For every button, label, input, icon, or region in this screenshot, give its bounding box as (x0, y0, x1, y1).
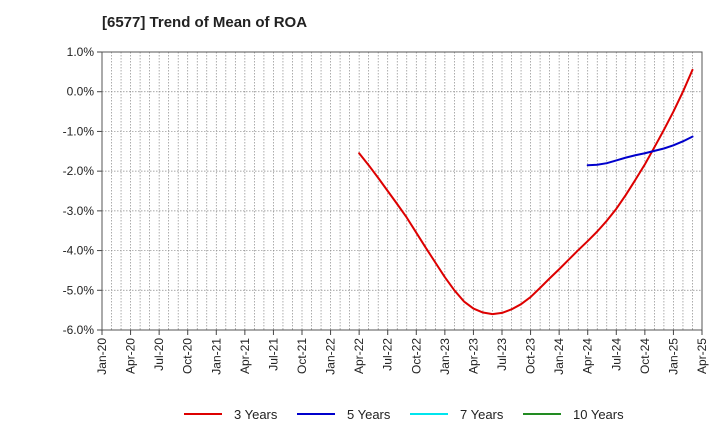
x-tick-label: Oct-22 (409, 338, 423, 374)
y-tick-label: 0.0% (67, 85, 95, 99)
plot-area (102, 52, 702, 330)
x-tick-label: Apr-24 (581, 338, 595, 374)
legend-label: 10 Years (573, 406, 624, 422)
x-tick-label: Jul-24 (609, 338, 623, 371)
x-tick-label: Oct-20 (181, 338, 195, 374)
y-tick-label: -6.0% (63, 323, 95, 337)
y-tick-label: -2.0% (63, 164, 95, 178)
legend-item-10-years: 10 Years (523, 404, 624, 424)
legend-swatch (184, 413, 222, 415)
y-tick-label: 1.0% (67, 45, 95, 59)
x-tick-label: Apr-22 (352, 338, 366, 374)
x-tick-label: Jul-23 (495, 338, 509, 371)
x-tick-label: Jan-24 (552, 338, 566, 375)
axis-layer: 1.0%0.0%-1.0%-2.0%-3.0%-4.0%-5.0%-6.0%Ja… (63, 45, 709, 375)
x-tick-label: Jan-22 (324, 338, 338, 375)
series-line-3-years (358, 68, 694, 316)
chart-title: [6577] Trend of Mean of ROA (102, 14, 308, 31)
x-tick-label: Jan-25 (666, 338, 680, 375)
x-tick-label: Oct-23 (524, 338, 538, 374)
plot-border (101, 51, 703, 331)
y-tick-label: -1.0% (63, 124, 95, 138)
legend-item-5-years: 5 Years (297, 404, 390, 424)
x-tick-label: Jan-21 (209, 338, 223, 375)
grid-layer (101, 51, 703, 331)
legend-swatch (410, 413, 448, 415)
series-line-5-years (586, 135, 694, 167)
x-tick-label: Apr-23 (466, 338, 480, 374)
y-tick-label: -4.0% (63, 244, 95, 258)
x-tick-label: Jul-22 (381, 338, 395, 371)
legend-label: 7 Years (460, 406, 504, 422)
y-tick-label: -3.0% (63, 204, 95, 218)
legend-label: 3 Years (234, 406, 278, 422)
x-tick-label: Jan-23 (438, 338, 452, 375)
legend-swatch (297, 413, 335, 415)
legend-item-3-years: 3 Years (184, 404, 277, 424)
legend-label: 5 Years (347, 406, 391, 422)
y-tick-label: -5.0% (63, 283, 95, 297)
x-tick-label: Oct-24 (638, 338, 652, 374)
legend-item-7-years: 7 Years (410, 404, 503, 424)
legend-swatch (523, 413, 561, 415)
x-tick-label: Jul-20 (152, 338, 166, 371)
x-tick-label: Apr-25 (695, 338, 709, 374)
chart-legend: 3 Years 5 Years 7 Years 10 Years (0, 404, 720, 424)
x-tick-label: Apr-20 (124, 338, 138, 374)
series-layer (358, 68, 694, 316)
x-tick-label: Apr-21 (238, 338, 252, 374)
x-tick-label: Oct-21 (295, 338, 309, 374)
x-tick-label: Jul-21 (266, 338, 280, 371)
x-tick-label: Jan-20 (95, 338, 109, 375)
